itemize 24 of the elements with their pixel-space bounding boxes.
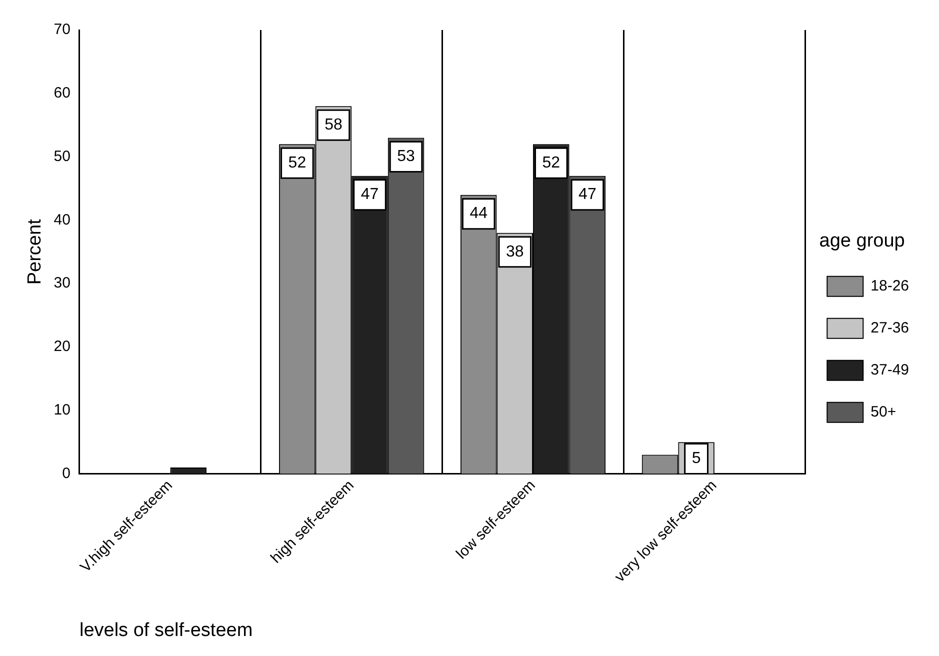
y-tick-label: 20 bbox=[54, 338, 70, 356]
data-label: 47 bbox=[360, 186, 379, 204]
legend-label: 37-49 bbox=[870, 362, 910, 379]
data-label: 52 bbox=[288, 154, 306, 172]
data-label: 53 bbox=[397, 148, 416, 166]
data-label: 47 bbox=[578, 186, 596, 204]
legend-label: 50+ bbox=[870, 404, 896, 421]
y-tick-label: 10 bbox=[54, 402, 70, 419]
data-label: 52 bbox=[542, 154, 560, 172]
data-label: 5 bbox=[692, 450, 701, 468]
data-label: 58 bbox=[324, 116, 342, 134]
y-tick-label: 60 bbox=[54, 84, 70, 102]
y-tick-label: 50 bbox=[54, 148, 70, 165]
data-label: 38 bbox=[506, 243, 524, 260]
y-tick-label: 40 bbox=[54, 211, 70, 228]
legend-label: 27-36 bbox=[870, 320, 910, 337]
y-tick-label: 30 bbox=[54, 274, 70, 292]
legend-title: age group bbox=[819, 230, 905, 252]
x-axis-title: levels of self-esteem bbox=[79, 620, 253, 641]
data-label: 44 bbox=[470, 205, 488, 222]
y-axis-title: Percent bbox=[24, 218, 46, 285]
y-tick-label: 0 bbox=[62, 464, 70, 482]
y-tick-label: 70 bbox=[54, 21, 70, 38]
legend-label: 18-26 bbox=[870, 278, 910, 295]
